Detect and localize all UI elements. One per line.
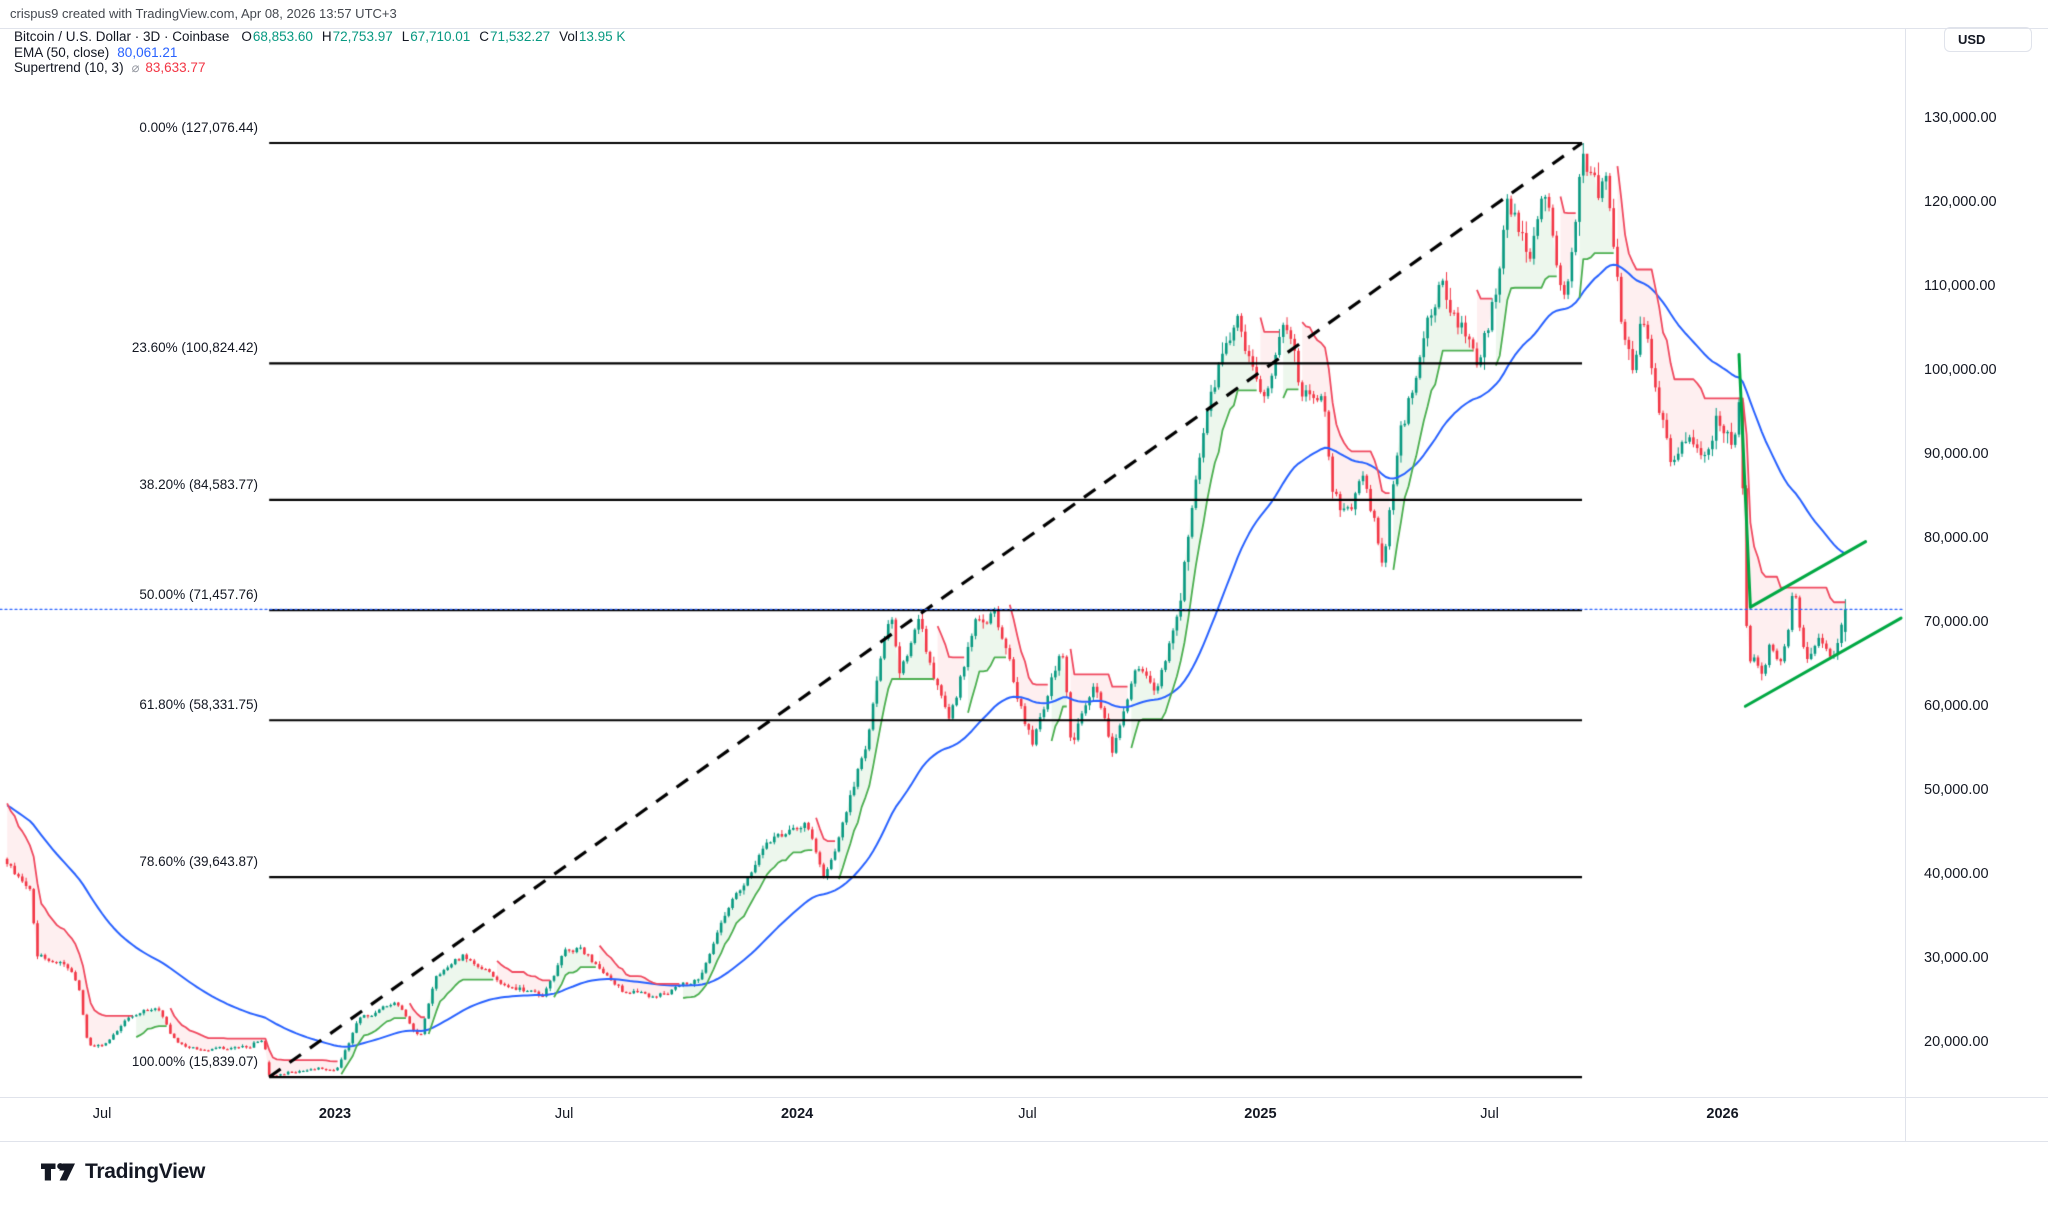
price-axis-label: 40,000.00 (1924, 866, 1989, 883)
supertrend-label: Supertrend (10, 3) (14, 60, 124, 75)
price-axis-label: 100,000.00 (1924, 362, 1997, 379)
close-label: C (479, 29, 490, 44)
price-axis-label: 20,000.00 (1924, 1034, 1989, 1051)
time-axis-label: 2024 (780, 1106, 814, 1122)
fib-level-label: 78.60% (39,643.87) (139, 854, 258, 870)
price-axis-label: 60,000.00 (1924, 698, 1989, 715)
low-value: 67,710.01 (410, 29, 471, 44)
price-axis-label: 90,000.00 (1924, 446, 1989, 463)
diameter-icon: ⌀ (131, 60, 140, 75)
fib-level-label: 0.00% (127,076.44) (139, 120, 258, 135)
time-axis-label: Jul (92, 1106, 112, 1122)
time-axis-label: Jul (554, 1106, 574, 1122)
currency-toggle-button[interactable]: USD (1944, 27, 2032, 52)
time-axis-label: 2023 (318, 1106, 352, 1122)
low-label: L (401, 29, 410, 44)
time-axis-label: Jul (1480, 1106, 1499, 1122)
time-axis-border (0, 1097, 2048, 1098)
time-axis-label: 2025 (1244, 1106, 1277, 1122)
volume-value: 13.95 K (578, 29, 626, 44)
open-value: 68,853.60 (252, 29, 313, 44)
fib-level-label: 38.20% (84,583.77) (139, 476, 258, 492)
symbol-title: Bitcoin / U.S. Dollar · 3D · Coinbase (14, 29, 230, 44)
legend-supertrend-row[interactable]: Supertrend (10, 3) ⌀ 83,633.77 (14, 60, 625, 76)
footer-border (0, 1141, 2048, 1142)
price-axis-label: 80,000.00 (1924, 530, 1989, 547)
tradingview-logo-link[interactable]: TradingView (40, 1159, 205, 1185)
price-axis-label: 50,000.00 (1924, 782, 1989, 799)
time-axis-label: Jul (1018, 1106, 1037, 1122)
close-value: 71,532.27 (490, 29, 551, 44)
ema-label: EMA (50, close) (14, 44, 110, 60)
tradingview-logo-text: TradingView (85, 1160, 206, 1183)
supertrend-value: 83,633.77 (145, 60, 206, 75)
fib-level-label: 50.00% (71,457.76) (139, 587, 258, 603)
time-axis-label: 2026 (1706, 1106, 1739, 1122)
price-axis-label: 110,000.00 (1924, 278, 1996, 295)
top-border (0, 28, 2048, 29)
price-axis-label: 30,000.00 (1924, 950, 1989, 967)
price-axis-label: 120,000.00 (1924, 194, 1997, 211)
snapshot-watermark: crispus9 created with TradingView.com, A… (10, 6, 397, 21)
volume-label: Vol (559, 29, 578, 44)
price-axis-border (1905, 28, 1906, 1141)
price-axis-label: 130,000.00 (1924, 110, 1997, 127)
open-label: O (241, 29, 252, 44)
fib-level-label: 61.80% (58,331.75) (139, 697, 258, 713)
fib-level-label: 23.60% (100,824.42) (131, 340, 258, 356)
high-label: H (321, 29, 332, 44)
ema-value: 80,061.21 (117, 44, 178, 60)
price-axis-label: 70,000.00 (1924, 614, 1989, 631)
fib-level-label: 100.00% (15,839.07) (131, 1054, 258, 1070)
tradingview-logo-icon (41, 1163, 75, 1181)
high-value: 72,753.97 (332, 29, 393, 44)
legend-ema-row[interactable]: EMA (50, close) 80,061.21 (14, 45, 625, 61)
